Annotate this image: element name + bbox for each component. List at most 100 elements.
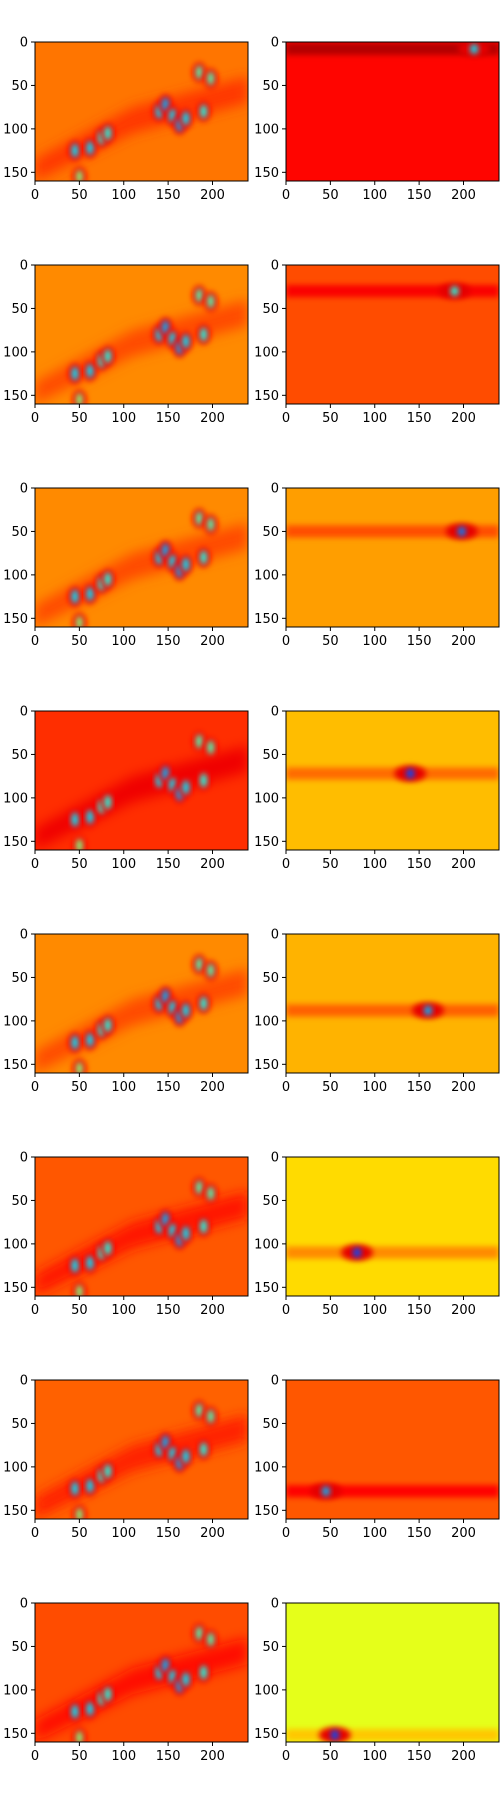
x-tick-label-200: 200 <box>200 1303 225 1318</box>
y-tick-label-0: 0 <box>271 482 279 497</box>
x-tick-label-150: 150 <box>156 188 181 203</box>
heatmap-blob-1 <box>161 543 169 558</box>
x-tick-label-50: 50 <box>322 411 339 426</box>
heatmap-blob-12 <box>75 1730 83 1742</box>
x-tick-label-50: 50 <box>71 411 88 426</box>
heatmap-blob-1 <box>161 766 169 781</box>
heatmap-panel-r3-c2: 0 50 100 150 200 0 50 100 150 <box>254 482 500 649</box>
y-tick-label-0: 0 <box>20 1597 28 1612</box>
y-tick-label-0: 0 <box>20 1151 28 1166</box>
axes-frame <box>285 41 500 182</box>
y-tick-label-0: 0 <box>20 705 28 720</box>
x-tick-label-150: 150 <box>156 857 181 872</box>
x-tick-label-0: 0 <box>31 188 39 203</box>
y-tick-label-50: 50 <box>262 971 279 986</box>
heatmap-panel-r6-c2: 0 50 100 150 200 0 50 100 150 <box>254 1151 500 1318</box>
heatmap-blob-1 <box>161 97 169 112</box>
x-tick-label-50: 50 <box>71 634 88 649</box>
heatmap-band <box>286 767 499 780</box>
heatmap-background <box>286 711 499 850</box>
heatmap-blob-12 <box>75 615 83 627</box>
y-tick-label-100: 100 <box>254 1683 279 1698</box>
heatmap-blob-9 <box>86 1032 94 1047</box>
heatmap-blob-1 <box>161 1658 169 1673</box>
x-tick-label-0: 0 <box>31 1526 39 1541</box>
x-tick-label-100: 100 <box>362 1526 387 1541</box>
heatmap-spot <box>353 1247 361 1258</box>
x-tick-label-200: 200 <box>200 188 225 203</box>
x-tick-label-0: 0 <box>282 411 290 426</box>
x-tick-label-0: 0 <box>282 188 290 203</box>
y-tick-label-150: 150 <box>254 1727 279 1742</box>
heatmap-blob-5 <box>200 327 208 342</box>
y-tick-label-150: 150 <box>3 835 28 850</box>
x-tick-label-200: 200 <box>451 1749 476 1764</box>
x-tick-label-200: 200 <box>451 411 476 426</box>
heatmap-blob-12 <box>75 838 83 850</box>
y-tick-label-0: 0 <box>20 928 28 943</box>
y-tick-label-0: 0 <box>271 928 279 943</box>
x-tick-label-0: 0 <box>282 1749 290 1764</box>
x-tick-label-0: 0 <box>282 857 290 872</box>
axes-frame <box>34 264 249 405</box>
heatmap-blob-5 <box>200 773 208 788</box>
heatmap-panel-r5-c2: 0 50 100 150 200 0 50 100 150 <box>254 928 500 1095</box>
heatmap-blob-9 <box>86 1701 94 1716</box>
x-tick-label-0: 0 <box>282 1080 290 1095</box>
x-tick-label-200: 200 <box>200 411 225 426</box>
heatmap-panel-r8-c1: 0 50 100 150 200 0 50 100 150 <box>3 1597 249 1764</box>
axes-frame <box>285 487 500 628</box>
x-tick-label-150: 150 <box>407 857 432 872</box>
x-tick-label-150: 150 <box>407 1749 432 1764</box>
heatmap-panel-r4-c1: 0 50 100 150 200 0 50 100 150 <box>3 705 249 872</box>
y-tick-label-150: 150 <box>3 1281 28 1296</box>
heatmap-spot <box>470 43 479 54</box>
x-tick-label-100: 100 <box>362 1080 387 1095</box>
y-tick-label-0: 0 <box>271 36 279 51</box>
heatmap-blob-6 <box>195 511 203 526</box>
heatmap-panel-r7-c2: 0 50 100 150 200 0 50 100 150 <box>254 1374 500 1541</box>
heatmap-spot <box>321 1486 330 1497</box>
axes-frame <box>285 1156 500 1297</box>
x-tick-label-0: 0 <box>282 634 290 649</box>
heatmap-blob-8 <box>71 366 79 381</box>
heatmap-panel-r5-c1: 0 50 100 150 200 0 50 100 150 <box>3 928 249 1095</box>
x-tick-label-150: 150 <box>156 1080 181 1095</box>
x-tick-label-150: 150 <box>156 1749 181 1764</box>
y-tick-label-50: 50 <box>11 1194 28 1209</box>
y-tick-label-50: 50 <box>262 525 279 540</box>
y-tick-label-50: 50 <box>11 748 28 763</box>
y-tick-label-100: 100 <box>254 122 279 137</box>
y-tick-label-50: 50 <box>262 1194 279 1209</box>
heatmap-blob-7 <box>207 963 215 978</box>
x-tick-label-150: 150 <box>407 411 432 426</box>
x-tick-label-200: 200 <box>451 634 476 649</box>
heatmap-spot <box>406 768 415 779</box>
heatmap-blob-5 <box>200 996 208 1011</box>
x-tick-label-100: 100 <box>111 411 136 426</box>
x-tick-label-100: 100 <box>111 1749 136 1764</box>
y-tick-label-100: 100 <box>254 1460 279 1475</box>
heatmap-blob-11 <box>104 795 112 810</box>
x-tick-label-100: 100 <box>111 1080 136 1095</box>
axes-frame <box>34 1379 249 1520</box>
y-tick-label-100: 100 <box>3 1460 28 1475</box>
x-tick-label-0: 0 <box>31 634 39 649</box>
x-tick-label-100: 100 <box>362 188 387 203</box>
axes-frame <box>34 933 249 1074</box>
heatmap-panel-r1-c1: 0 50 100 150 200 0 50 100 150 <box>3 36 249 203</box>
heatmap-blob-5 <box>200 104 208 119</box>
y-tick-label-100: 100 <box>254 1237 279 1252</box>
x-tick-label-100: 100 <box>111 634 136 649</box>
heatmap-background <box>286 1157 499 1296</box>
heatmap-panel-r2-c2: 0 50 100 150 200 0 50 100 150 <box>254 259 500 426</box>
x-tick-label-200: 200 <box>451 857 476 872</box>
y-tick-label-100: 100 <box>3 345 28 360</box>
heatmap-blob-7 <box>207 71 215 86</box>
x-tick-label-50: 50 <box>322 188 339 203</box>
y-tick-label-0: 0 <box>271 259 279 274</box>
heatmap-blob-6 <box>195 1180 203 1195</box>
heatmap-blob-5 <box>200 1665 208 1680</box>
y-tick-label-50: 50 <box>11 1417 28 1432</box>
